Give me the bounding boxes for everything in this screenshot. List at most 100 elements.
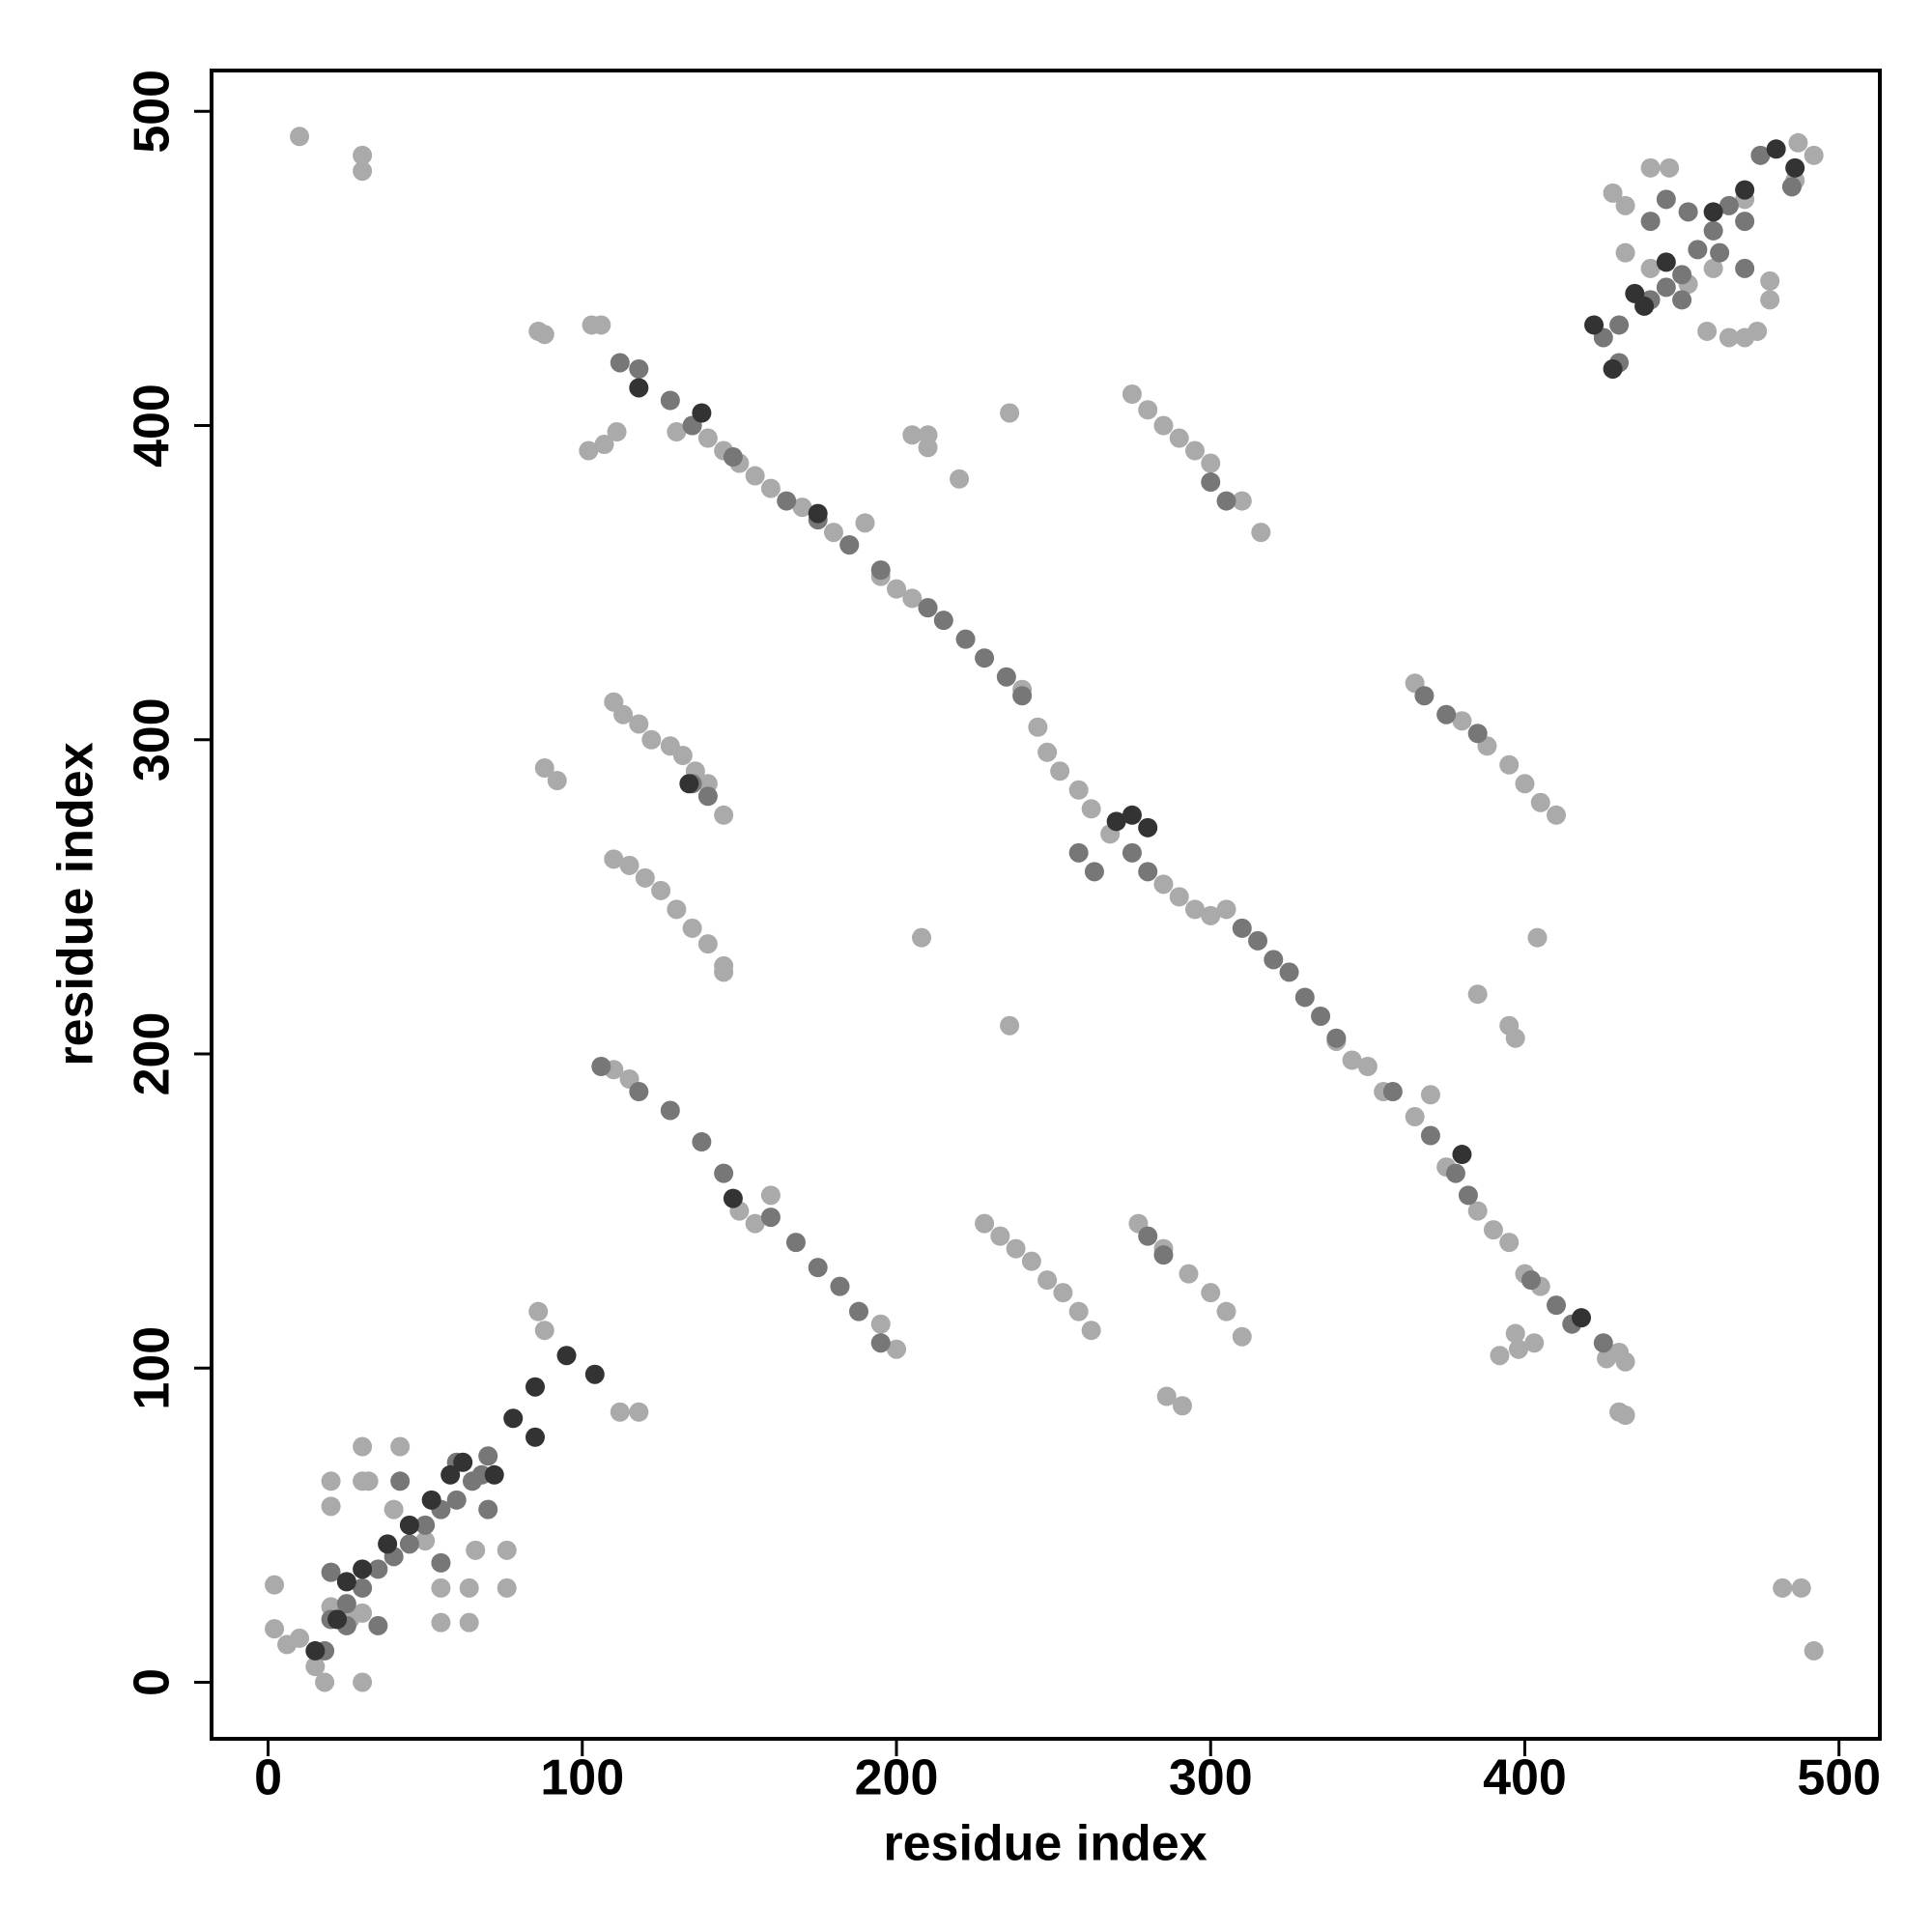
point xyxy=(1201,1283,1221,1303)
point xyxy=(1804,1640,1824,1661)
point xyxy=(399,1534,419,1554)
point xyxy=(887,1339,907,1359)
point xyxy=(1505,1028,1525,1048)
point xyxy=(265,1619,285,1639)
point xyxy=(390,1436,411,1457)
point xyxy=(697,428,718,448)
point xyxy=(629,1082,649,1102)
point xyxy=(1006,1238,1026,1259)
point xyxy=(390,1471,411,1492)
point xyxy=(305,1640,326,1661)
point xyxy=(1615,242,1635,263)
point xyxy=(870,560,891,581)
point xyxy=(431,1612,451,1633)
point xyxy=(1232,491,1252,511)
point xyxy=(1201,905,1221,925)
point xyxy=(745,466,765,486)
point xyxy=(1467,1201,1488,1221)
point xyxy=(660,1100,680,1121)
point xyxy=(1201,453,1221,473)
point xyxy=(440,1464,461,1485)
point xyxy=(1122,842,1142,863)
point xyxy=(321,1562,341,1582)
x-tick-label: 200 xyxy=(855,1750,939,1806)
point xyxy=(459,1577,479,1598)
point xyxy=(667,422,687,442)
point xyxy=(1216,899,1236,920)
y-tick-label: 300 xyxy=(125,697,181,781)
point xyxy=(1184,899,1205,920)
point xyxy=(1703,258,1723,278)
point xyxy=(431,1577,451,1598)
point xyxy=(714,805,734,825)
point xyxy=(1735,212,1755,232)
point xyxy=(327,1609,348,1630)
point xyxy=(1719,327,1739,348)
point xyxy=(1037,742,1058,762)
point xyxy=(1068,1301,1089,1321)
point xyxy=(353,1603,373,1623)
point xyxy=(610,1402,630,1422)
point xyxy=(591,315,611,335)
point xyxy=(378,1534,398,1554)
point xyxy=(1028,717,1048,737)
point xyxy=(760,478,781,498)
point xyxy=(1672,265,1692,285)
point xyxy=(336,1594,356,1614)
y-tick-label: 500 xyxy=(125,70,181,154)
point xyxy=(823,523,843,543)
x-tick-label: 100 xyxy=(540,1750,624,1806)
point xyxy=(1505,1323,1525,1344)
point xyxy=(629,378,649,398)
point xyxy=(1357,1056,1378,1076)
point xyxy=(353,145,373,165)
point xyxy=(760,1185,781,1206)
point xyxy=(1593,1333,1613,1353)
point xyxy=(1156,1386,1177,1406)
point xyxy=(1524,1333,1545,1353)
point xyxy=(1122,805,1142,825)
point xyxy=(1483,1220,1503,1240)
point xyxy=(353,1672,373,1692)
point xyxy=(1138,400,1158,420)
point xyxy=(1084,862,1104,882)
point xyxy=(353,1559,373,1579)
point xyxy=(902,588,923,609)
point xyxy=(651,880,671,900)
point xyxy=(792,497,812,518)
point xyxy=(1603,358,1623,379)
point xyxy=(1452,711,1472,731)
x-tick-label: 400 xyxy=(1483,1750,1567,1806)
point xyxy=(1688,240,1708,260)
point xyxy=(1138,817,1158,838)
point xyxy=(1012,686,1033,706)
point xyxy=(918,438,938,458)
point xyxy=(1153,1245,1174,1265)
point xyxy=(629,358,649,379)
point xyxy=(1251,523,1271,543)
point xyxy=(525,1427,545,1447)
point xyxy=(1640,212,1661,232)
point xyxy=(534,758,554,779)
point xyxy=(1122,384,1142,404)
point xyxy=(613,704,634,724)
point xyxy=(431,1552,451,1573)
point xyxy=(697,786,718,807)
point xyxy=(1678,202,1698,222)
point xyxy=(950,469,970,489)
point xyxy=(1656,252,1676,272)
point xyxy=(1405,1107,1425,1127)
point xyxy=(1703,202,1723,222)
point xyxy=(1050,761,1070,781)
point xyxy=(1311,1006,1331,1026)
point xyxy=(1760,290,1780,310)
point xyxy=(996,667,1016,687)
point xyxy=(1081,1321,1101,1341)
point xyxy=(777,491,797,511)
point xyxy=(682,918,702,938)
point xyxy=(697,934,718,954)
point xyxy=(1615,1351,1635,1372)
point xyxy=(1279,962,1299,982)
point xyxy=(1735,258,1755,278)
